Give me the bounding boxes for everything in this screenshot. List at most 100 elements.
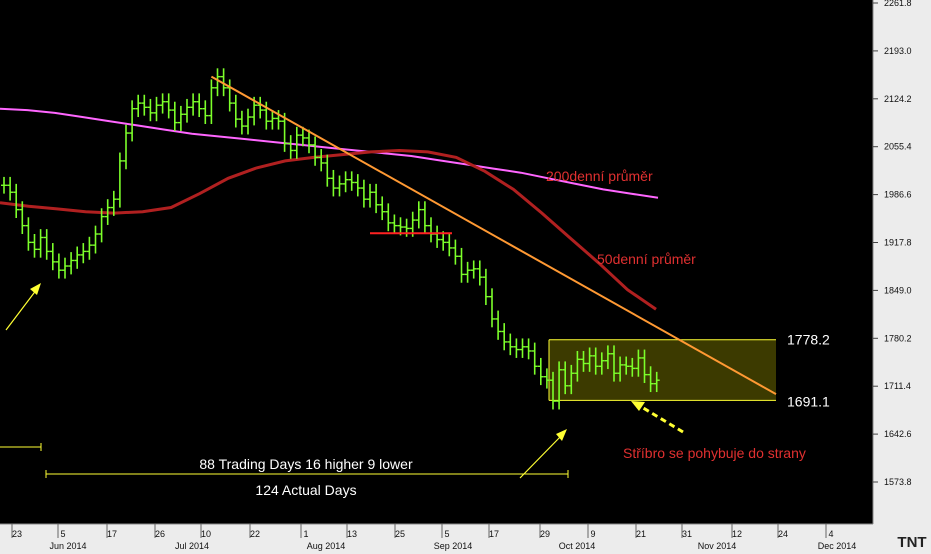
price-bar (214, 68, 221, 97)
x-day-label: 31 (682, 529, 692, 539)
y-tick-label: 1642.6 (884, 429, 912, 439)
price-bar (86, 236, 93, 260)
price-bar (647, 366, 654, 393)
price-bar (598, 352, 605, 375)
price-bar (330, 169, 337, 197)
price-bar (202, 100, 209, 125)
y-tick-label: 2261.8 (884, 0, 912, 8)
price-bar (623, 356, 630, 375)
x-day-label: 17 (107, 529, 117, 539)
price-bar (318, 149, 325, 172)
y-tick-label: 2124.2 (884, 94, 912, 104)
price-bar (208, 79, 215, 125)
sideways-range-box (549, 339, 776, 401)
arrow-mid-shaft (519, 433, 564, 479)
price-bar (220, 68, 227, 97)
x-day-label: 17 (489, 529, 499, 539)
price-bar (80, 243, 87, 264)
y-tick-label: 2193.0 (884, 46, 912, 56)
price-bar (470, 260, 477, 279)
x-day-label: 10 (201, 529, 211, 539)
price-bar (531, 342, 538, 375)
price-bar (543, 368, 550, 389)
price-bar (507, 333, 514, 356)
y-tick-label: 1711.4 (884, 381, 911, 391)
price-bar (556, 361, 563, 410)
price-bar (379, 196, 386, 221)
y-tick-label: 1986.6 (884, 190, 912, 200)
price-bar (489, 288, 495, 328)
price-bar (348, 171, 355, 191)
price-bar (537, 357, 544, 386)
ma200-line (0, 107, 659, 199)
x-day-label: 29 (540, 529, 550, 539)
x-month-label: Nov 2014 (698, 541, 737, 551)
x-day-label: 4 (828, 529, 833, 539)
price-bar (458, 247, 465, 283)
price-bar (617, 356, 624, 382)
x-day-label: 5 (444, 529, 449, 539)
price-bar (336, 175, 343, 197)
price-bar (476, 260, 483, 286)
price-bar (263, 101, 270, 130)
price-bar (31, 234, 38, 258)
price-bar (287, 135, 294, 159)
price-bar (299, 126, 306, 147)
price-bar (13, 183, 20, 218)
price-bar (141, 94, 148, 116)
y-tick-label: 1849.0 (884, 285, 912, 295)
price-bar (568, 364, 575, 395)
y-tick-label: 1917.8 (884, 238, 912, 248)
price-bar (391, 214, 398, 235)
price-bar (562, 361, 569, 395)
x-month-label: Aug 2014 (307, 541, 346, 551)
x-month-label: Jun 2014 (49, 541, 86, 551)
x-month-label: Sep 2014 (434, 541, 473, 551)
price-bar (312, 136, 319, 166)
y-tick-label: 1573.8 (884, 477, 912, 487)
price-bar (43, 229, 50, 260)
x-month-label: Jul 2014 (175, 541, 209, 551)
logo-text: TNT (897, 534, 926, 551)
price-bar (513, 338, 520, 358)
arrow-left-shaft (5, 288, 38, 331)
price-bar (653, 371, 660, 393)
price-bar (306, 129, 312, 154)
x-month-label: Dec 2014 (818, 541, 857, 551)
price-bar (129, 100, 136, 142)
price-bar (592, 347, 599, 375)
price-bar (525, 338, 532, 360)
price-bar (580, 350, 587, 372)
x-day-label: 1 (303, 529, 308, 539)
price-bar (464, 261, 471, 283)
price-bar (281, 112, 288, 152)
x-day-label: 5 (60, 529, 65, 539)
y-tick-label: 2055.4 (884, 142, 912, 152)
price-bar (421, 201, 428, 235)
price-bar (519, 338, 526, 358)
price-bar (177, 105, 184, 131)
price-bar (171, 101, 178, 131)
price-bar (245, 108, 251, 135)
x-day-label: 24 (778, 529, 788, 539)
price-bar (19, 201, 26, 235)
price-bar (98, 208, 105, 243)
price-bar (49, 243, 56, 271)
actual-days-label: 124 Actual Days (255, 482, 356, 498)
price-bar (373, 183, 380, 214)
price-bar (415, 201, 422, 229)
price-bar (635, 349, 642, 377)
tnt-logo: TNT (875, 530, 931, 554)
price-bar (1, 176, 7, 194)
price-bar (238, 110, 245, 135)
price-bar (611, 345, 617, 382)
x-day-label: 26 (155, 529, 165, 539)
x-day-label: 9 (590, 529, 595, 539)
price-bar (586, 347, 593, 372)
price-bar (495, 310, 502, 340)
price-bar (385, 203, 392, 232)
x-month-label: Oct 2014 (559, 541, 596, 551)
price-bar (7, 176, 14, 201)
price-bar (342, 171, 349, 193)
price-bar (293, 126, 300, 159)
